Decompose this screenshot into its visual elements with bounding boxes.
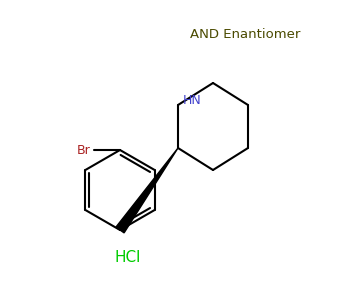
Polygon shape: [116, 148, 178, 233]
Text: Br: Br: [77, 143, 91, 156]
Text: AND Enantiomer: AND Enantiomer: [190, 28, 300, 41]
Text: HCl: HCl: [115, 250, 141, 265]
Text: HN: HN: [183, 94, 202, 106]
